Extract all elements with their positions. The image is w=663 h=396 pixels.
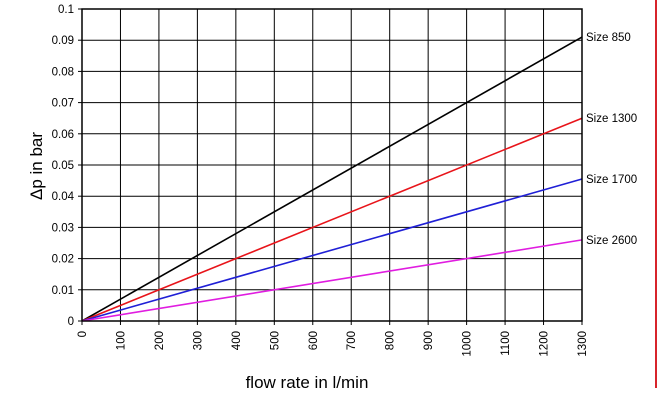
series-line [81, 36, 583, 322]
series-label: Size 2600 [586, 235, 637, 247]
x-tick-label: 700 [346, 331, 358, 350]
y-tick-label: 0.03 [52, 222, 74, 234]
x-tick-label: 100 [115, 331, 127, 350]
y-tick-label: 0.07 [52, 98, 74, 110]
x-tick-label: 1100 [500, 331, 512, 356]
y-axis-title: Δp in bar [27, 132, 46, 200]
grid [78, 8, 583, 325]
x-tick-label: 500 [269, 331, 281, 350]
y-tick-label: 0.04 [52, 191, 75, 203]
x-tick-label: 0 [77, 331, 89, 337]
series-label: Size 850 [586, 32, 631, 44]
x-tick-labels: 0 100 200 300 400 500 600 700 800 900 1000 1100 1200… [77, 331, 589, 357]
red-side-rule [655, 0, 657, 388]
x-tick-label: 800 [385, 331, 397, 350]
series-labels: Size 850 Size 1300 Size 1700 Size 2600 [586, 32, 637, 247]
series-label: Size 1300 [586, 113, 637, 125]
x-tick-label: 300 [192, 331, 204, 350]
y-tick-label: 0.02 [52, 254, 74, 266]
series-lines [81, 36, 583, 322]
series-label: Size 1700 [586, 174, 637, 186]
plot-border [81, 8, 583, 322]
x-tick-label: 1000 [462, 331, 474, 357]
y-tick-label: 0 [68, 316, 74, 328]
series-line [81, 239, 583, 322]
x-tick-label: 200 [154, 331, 166, 350]
y-tick-label: 0.1 [58, 4, 74, 16]
x-tick-label: 1200 [539, 331, 551, 357]
y-tick-labels: 0 0.01 0.02 0.03 0.04 0.05 0.06 0.07 0.08 0.09 0.1 [52, 4, 75, 328]
x-tick-label: 900 [423, 331, 435, 350]
y-tick-label: 0.09 [52, 35, 74, 47]
x-tick-label: 600 [308, 331, 320, 350]
series-line [81, 117, 583, 322]
y-tick-label: 0.05 [52, 160, 74, 172]
y-tick-label: 0.01 [52, 285, 74, 297]
x-tick-label: 400 [231, 331, 243, 350]
series-line [81, 178, 583, 322]
x-axis-title: flow rate in l/min [246, 373, 369, 392]
y-tick-label: 0.08 [52, 66, 74, 78]
plot-frame [81, 8, 583, 322]
x-tick-label: 1300 [577, 331, 589, 357]
y-tick-label: 0.06 [52, 129, 74, 141]
